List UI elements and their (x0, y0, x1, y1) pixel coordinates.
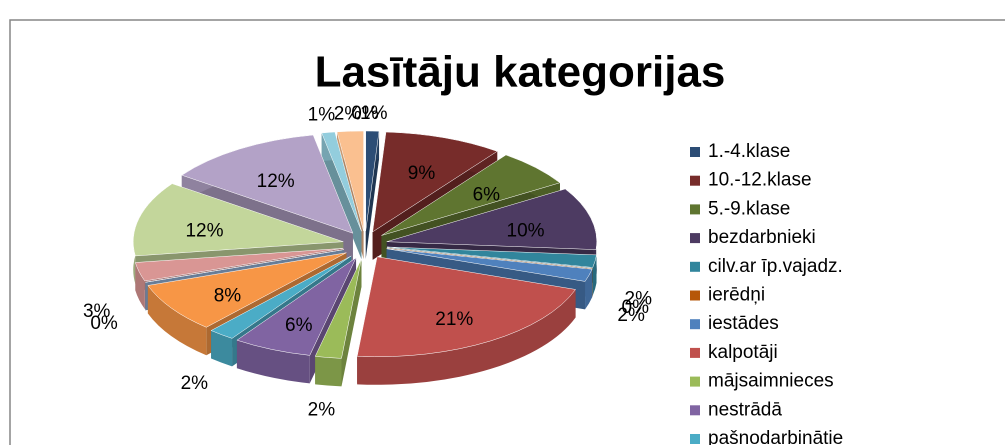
slice-side (365, 131, 380, 260)
pie-slice (236, 257, 357, 356)
pie-slice (386, 188, 597, 250)
slice-side (321, 132, 362, 260)
pie-slice (321, 131, 362, 232)
slice-wall (211, 330, 233, 367)
pie-slice (147, 252, 347, 328)
legend-label: ierēdņi (708, 285, 765, 306)
pie-slice (372, 131, 498, 233)
legend-label: nestrādā (708, 399, 782, 420)
data-label: 1% (360, 103, 388, 124)
pie-slice (386, 248, 593, 282)
legend-swatch (690, 319, 700, 330)
legend-swatch (690, 233, 700, 244)
data-label: 0% (90, 313, 118, 334)
slice-wall (592, 254, 597, 296)
data-label: 2% (308, 399, 336, 420)
data-label: 8% (214, 285, 242, 306)
legend-label: bezdarbnieki (708, 227, 816, 248)
data-label: 12% (257, 171, 295, 192)
data-label: 6% (285, 315, 313, 336)
pie-slice (356, 256, 577, 358)
slice-wall (357, 289, 576, 385)
legend-label: kalpotāji (708, 342, 778, 363)
legend-label: 5.-9.klase (708, 198, 790, 219)
legend-label: mājsaimnieces (708, 371, 834, 392)
pie-slice (365, 130, 380, 232)
data-label: 9% (408, 163, 436, 184)
legend-swatch (690, 347, 700, 358)
legend-swatch (690, 261, 700, 272)
legend-swatch (690, 175, 700, 186)
slice-wall (147, 285, 207, 356)
legend-label: cilv.ar īp.vajadz. (708, 256, 843, 277)
legend-swatch (690, 204, 700, 215)
pie-slice (135, 248, 344, 282)
data-label: 1% (308, 105, 336, 126)
pie-slice (133, 183, 344, 257)
legend-label: 10.-12.klase (708, 170, 812, 191)
data-label: 2% (181, 373, 209, 394)
data-label: 21% (435, 309, 473, 330)
pie-slice (387, 246, 597, 268)
pie-slice (210, 255, 352, 339)
data-label: 3% (83, 301, 111, 322)
legend-swatch (690, 147, 700, 157)
legend-swatch (690, 405, 700, 416)
pie-slice (181, 134, 354, 234)
legend-swatch (690, 376, 700, 387)
legend-label: pašnodarbinātie (708, 428, 843, 445)
legend-swatch (690, 434, 700, 444)
slice-wall (315, 356, 342, 387)
legend-label: iestādes (708, 313, 779, 334)
slice-wall (135, 262, 145, 310)
data-label: 2% (334, 103, 362, 124)
slice-side (211, 256, 352, 359)
slice-wall (236, 340, 310, 384)
data-label: 0% (351, 103, 379, 124)
legend-swatch (690, 290, 700, 301)
data-label: 2% (625, 289, 653, 310)
data-label: 6% (473, 184, 501, 205)
pie-slice (381, 154, 561, 236)
data-label: 12% (185, 221, 223, 242)
pie-slice (336, 130, 364, 232)
pie-slice (314, 258, 362, 359)
chart-title: Lasītāju kategorijas (315, 48, 726, 97)
data-label: 0% (622, 297, 650, 318)
data-label: 2% (617, 305, 645, 326)
legend-label: 1.-4.klase (708, 141, 790, 162)
pie-slice (145, 249, 344, 283)
data-label: 10% (507, 221, 545, 242)
